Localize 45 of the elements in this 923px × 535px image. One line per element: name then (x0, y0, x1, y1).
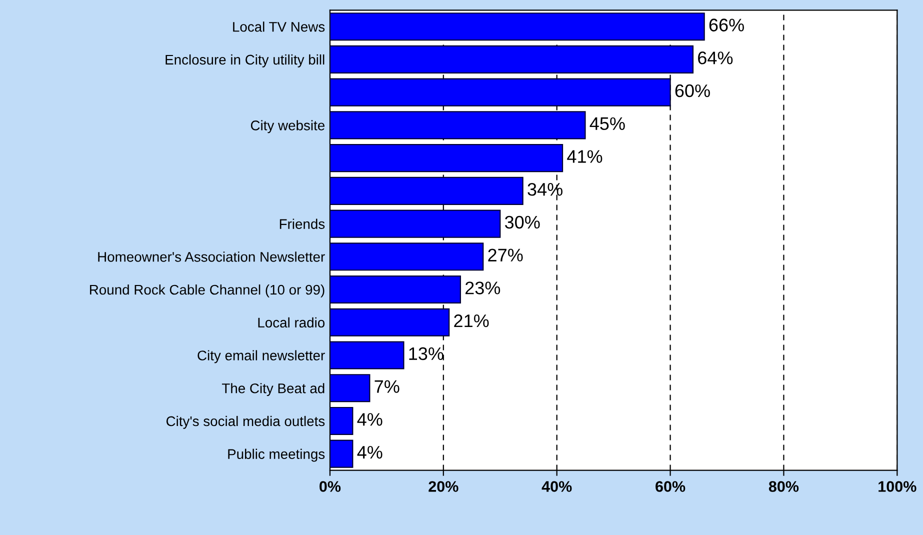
y-tick-label: Public meetings (228, 448, 325, 462)
y-tick-label: Friends (280, 218, 325, 229)
bar (330, 440, 354, 468)
bar (330, 275, 461, 304)
data-label: 34% (528, 182, 562, 196)
bar (330, 144, 564, 172)
bar (330, 111, 586, 140)
data-label: 21% (454, 314, 489, 328)
bar (330, 341, 404, 370)
bar (330, 210, 501, 238)
y-tick-label: City's social media outlets (166, 416, 325, 429)
bar (330, 406, 354, 435)
data-label: 66% (709, 18, 744, 32)
y-tick-label: City website (250, 120, 324, 134)
data-label: 64% (698, 52, 733, 64)
bar (330, 176, 524, 205)
data-label: 30% (504, 216, 540, 229)
y-tick-label: Local radio (258, 317, 325, 328)
y-tick-label: Round Rock Cable Channel (10 or 99) (90, 284, 324, 298)
x-tick-label: 20% (428, 481, 458, 492)
data-label: 4% (357, 413, 382, 426)
y-tick-label: City email newsletter (198, 350, 325, 364)
x-tick-label: 60% (656, 481, 686, 492)
x-tick-label: 80% (768, 481, 799, 492)
y-tick-label: The City Beat ad (222, 383, 324, 396)
data-label: 45% (590, 117, 625, 130)
bar (330, 242, 484, 271)
data-label: 4% (357, 446, 382, 459)
bar (330, 78, 671, 106)
y-tick-label: Homeowner's Association Newsletter (98, 252, 325, 262)
data-label: 27% (488, 248, 523, 262)
data-label: 7% (374, 380, 400, 393)
x-tick-label: 100% (878, 481, 916, 492)
data-label: 13% (409, 347, 444, 360)
y-tick-label: Enclosure in City utility bill (166, 54, 324, 68)
bar (330, 45, 694, 74)
data-label: 23% (466, 282, 500, 294)
x-tick-label: 40% (542, 481, 572, 492)
x-tick-label: 0% (320, 481, 341, 492)
y-tick-label: Local TV News (233, 22, 325, 32)
bar (330, 374, 370, 402)
data-label: 60% (675, 84, 710, 98)
data-label: 41% (567, 150, 602, 163)
bar (330, 308, 450, 336)
bar (330, 12, 705, 41)
